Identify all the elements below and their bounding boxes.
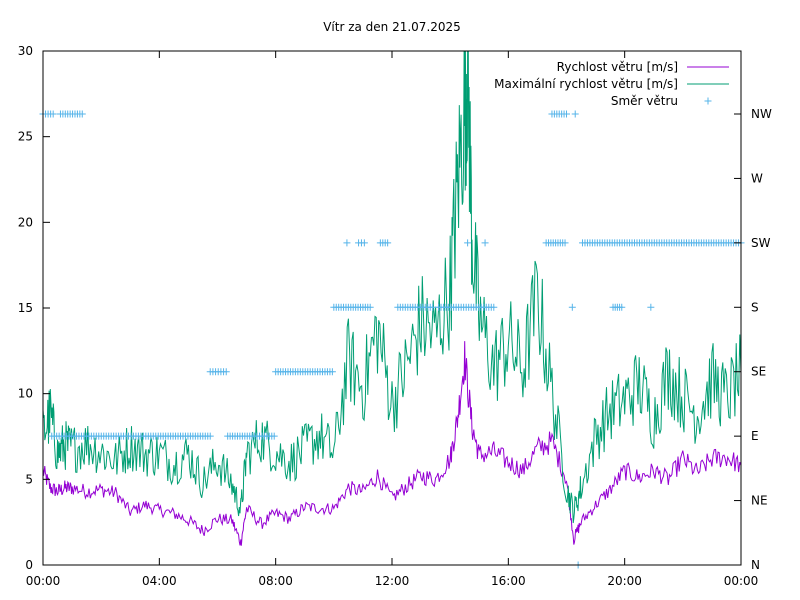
direction-point <box>366 303 374 311</box>
direction-point <box>647 303 655 311</box>
direction-point <box>384 239 392 247</box>
direction-point <box>464 239 472 247</box>
y-tick-label: 15 <box>18 301 33 315</box>
x-tick-label: 20:00 <box>607 574 642 588</box>
y2-tick-label: SE <box>751 365 766 379</box>
y-tick-label: 25 <box>18 130 33 144</box>
direction-point <box>206 432 214 440</box>
x-tick-label: 12:00 <box>375 574 410 588</box>
x-tick-label: 08:00 <box>258 574 293 588</box>
direction-point <box>618 303 626 311</box>
direction-point <box>561 239 569 247</box>
y2-tick-label: N <box>751 558 760 572</box>
legend: Rychlost větru [m/s] Maximální rychlost v… <box>494 60 729 108</box>
direction-point <box>328 368 336 376</box>
direction-point <box>343 239 351 247</box>
direction-point <box>563 110 570 118</box>
y-tick-label: 10 <box>18 387 33 401</box>
direction-point <box>222 368 230 376</box>
direction-point <box>568 303 576 311</box>
x-tick-label: 00:00 <box>724 574 759 588</box>
y-tick-label: 5 <box>25 472 33 486</box>
y-tick-label: 30 <box>18 44 33 58</box>
x-tick-label: 04:00 <box>142 574 177 588</box>
direction-point <box>571 110 579 118</box>
direction-point <box>78 110 86 118</box>
y2-tick-label: SW <box>751 236 771 250</box>
legend-label: Maximální rychlost větru [m/s] <box>494 77 678 91</box>
y2-tick-label: NW <box>751 107 772 121</box>
y-tick-label: 0 <box>25 558 33 572</box>
direction-point <box>490 303 498 311</box>
legend-label: Rychlost větru [m/s] <box>557 60 678 74</box>
chart-title: Vítr za den 21.07.2025 <box>323 20 461 34</box>
y2-tick-label: W <box>751 171 763 185</box>
direction-point <box>49 110 57 118</box>
legend-swatch-point <box>704 97 712 105</box>
legend-label: Směr větru <box>611 94 678 108</box>
y-tick-label: 20 <box>18 215 33 229</box>
series-line-0 <box>42 341 742 546</box>
direction-point <box>360 239 368 247</box>
y2-tick-label: NE <box>751 494 768 508</box>
x-tick-label: 00:00 <box>26 574 61 588</box>
y2-tick-label: E <box>751 429 759 443</box>
series-layer <box>39 50 745 569</box>
direction-point <box>481 239 489 247</box>
axes-layer: 0 5 10 15 20 25 30 N NE E SE S SW W NW 00:00 04:00 08:00 1… <box>18 44 772 588</box>
x-tick-label: 16:00 <box>491 574 526 588</box>
y2-tick-label: S <box>751 300 759 314</box>
series-line-1 <box>42 50 742 524</box>
direction-point <box>270 432 278 440</box>
